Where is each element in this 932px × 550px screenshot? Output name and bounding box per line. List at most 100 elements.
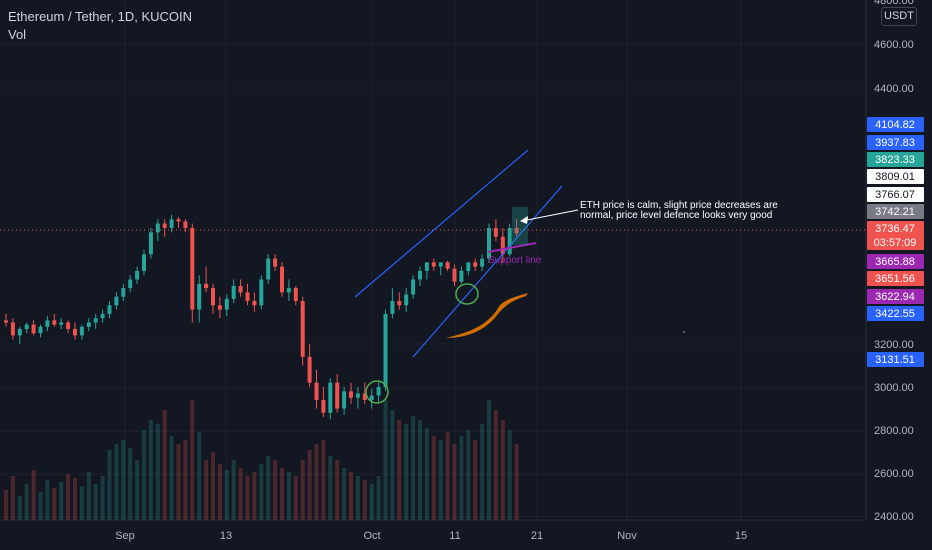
candle-body	[452, 268, 457, 282]
volume-bar	[266, 456, 271, 520]
candle-body	[142, 254, 146, 271]
candle-body	[169, 219, 174, 228]
circle-marker	[365, 380, 389, 404]
candle-body	[107, 305, 112, 314]
volume-bar	[107, 450, 112, 520]
volume-bar	[438, 440, 443, 520]
volume-bar	[286, 472, 291, 520]
volume-bar	[418, 420, 422, 520]
volume-bar	[121, 440, 126, 520]
candle-body	[473, 262, 478, 267]
volume-bar	[493, 410, 498, 520]
volume-bar	[238, 468, 243, 520]
volume-bar	[217, 464, 222, 520]
candle-body	[17, 328, 22, 336]
volume-bar	[390, 410, 395, 520]
candle-body	[252, 301, 257, 306]
curved-arrow-shape	[446, 293, 528, 338]
volume-bar	[197, 432, 202, 520]
volume-bar	[452, 444, 457, 520]
volume-bar	[93, 484, 98, 520]
candle-body	[286, 288, 291, 293]
price-label: 3651.56	[875, 273, 915, 285]
dot	[683, 331, 685, 333]
volume-bar	[328, 456, 333, 520]
candle-body	[390, 301, 395, 314]
candle-body	[245, 292, 250, 301]
candle-body	[466, 262, 471, 271]
candle-body	[493, 227, 498, 237]
annotation-text[interactable]: ETH price is calm, slight price decrease…	[580, 200, 778, 221]
volume-bar	[307, 450, 312, 520]
price-label: 3823.33	[875, 154, 915, 166]
volume-bar	[500, 420, 505, 520]
pointer-arrow	[521, 209, 579, 222]
candle-body	[273, 258, 278, 267]
volume-bar	[349, 472, 353, 520]
candle-body	[259, 279, 264, 306]
price-label-box	[867, 135, 924, 150]
candle-body	[176, 219, 181, 222]
candle-body	[438, 262, 443, 267]
volume-bar	[424, 428, 429, 520]
candle-body	[52, 320, 57, 325]
volume-bar	[487, 400, 491, 520]
candle-body	[217, 305, 222, 310]
volume-bar	[176, 444, 181, 520]
currency-button[interactable]: USDT	[881, 7, 917, 26]
volume-bar	[135, 460, 140, 520]
channel-upper-line	[354, 149, 529, 298]
candle-body	[148, 232, 153, 255]
volume-bar	[383, 400, 388, 520]
volume-bar	[66, 474, 71, 520]
volume-bar	[397, 420, 402, 520]
candle-body	[197, 283, 202, 310]
candle-body	[487, 227, 491, 259]
volume-bar	[17, 496, 22, 520]
y-tick-label: 3000.00	[874, 382, 914, 394]
volume-bar	[355, 476, 360, 520]
price-label-box	[867, 306, 924, 321]
volume-bar	[155, 424, 160, 520]
volume-bar	[114, 444, 119, 520]
candle-body	[183, 221, 188, 228]
y-tick-label: 4800.00	[874, 0, 914, 7]
y-tick-label: 2800.00	[874, 425, 914, 437]
candle-body	[342, 391, 347, 409]
candle-body	[507, 227, 512, 255]
channel-lower-line	[412, 185, 563, 358]
volume-bar	[31, 470, 36, 520]
volume-bar	[4, 490, 8, 520]
candle-body	[73, 328, 77, 336]
candle-body	[4, 320, 8, 323]
volume-bar	[342, 468, 347, 520]
volume-bar	[211, 452, 215, 520]
candle-body	[328, 382, 333, 413]
y-tick-label: 2600.00	[874, 468, 914, 480]
volume-bar	[142, 430, 146, 520]
volume-bar	[466, 430, 471, 520]
candle-body	[349, 391, 353, 398]
candle-body	[135, 270, 140, 280]
price-label-box	[867, 187, 924, 202]
price-label-box	[867, 169, 924, 184]
volume-bar	[45, 480, 50, 520]
price-label: 3422.55	[875, 308, 915, 320]
candle-body	[86, 322, 91, 327]
candle-body	[335, 382, 340, 409]
volume-bar	[73, 478, 77, 520]
price-label: 3665.88	[875, 256, 915, 268]
candle-body	[369, 395, 374, 400]
volume-bar	[480, 424, 485, 520]
volume-bar	[321, 440, 326, 520]
candle-body	[397, 301, 402, 306]
candle-body	[100, 313, 105, 319]
x-tick-label: 15	[735, 530, 747, 542]
volume-bar	[362, 480, 367, 520]
candle-body	[500, 236, 505, 255]
candle-body	[383, 313, 388, 387]
price-label-box	[867, 352, 924, 367]
support-label: Support line	[488, 255, 542, 266]
candle-body	[224, 298, 229, 310]
